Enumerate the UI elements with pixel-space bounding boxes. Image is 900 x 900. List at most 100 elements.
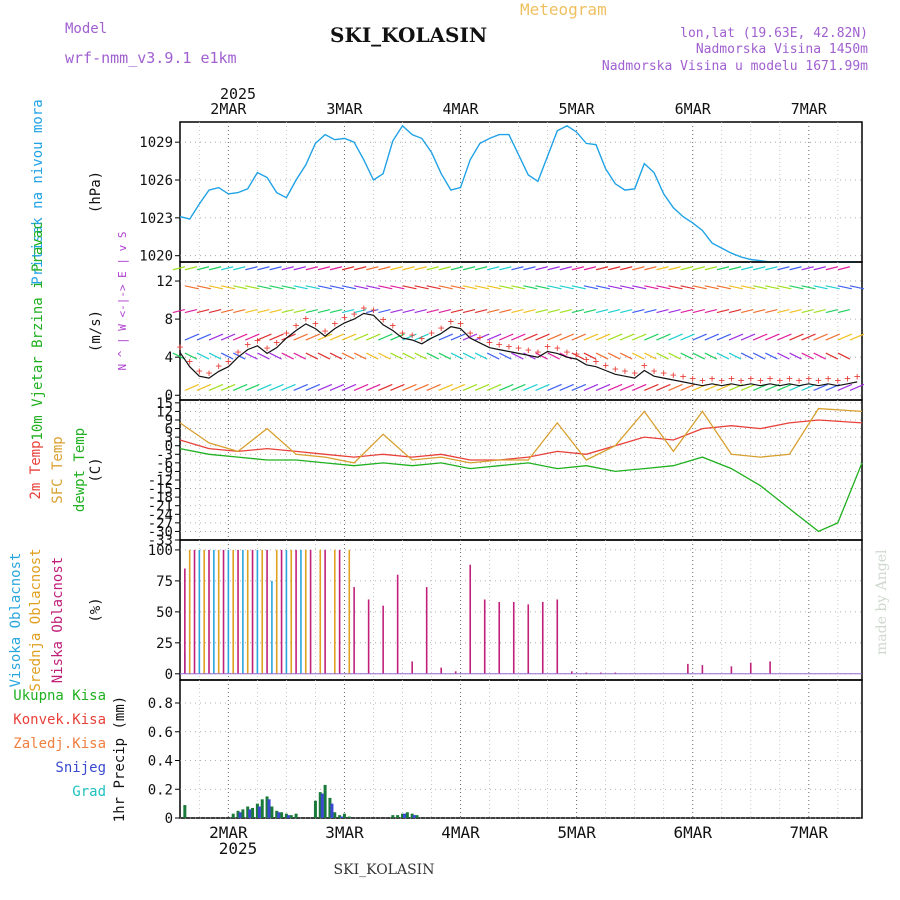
precip-bar <box>318 792 322 818</box>
wind-arrow <box>172 309 185 314</box>
y-tick-label: -9 <box>156 464 173 480</box>
wind-arrow <box>208 309 222 314</box>
wind-arrow <box>632 285 647 290</box>
gust-marker: + <box>680 370 687 383</box>
gust-marker: + <box>622 364 629 377</box>
precip-bar <box>402 813 406 818</box>
wind-arrow <box>196 333 212 341</box>
wind-arrow <box>523 266 536 271</box>
gust-marker: + <box>641 359 648 372</box>
panel-wind: 0 4 8 12 (m/s) 10m Vjetar Brzina i Pravac N ^ … <box>30 221 865 441</box>
wind-arrow <box>511 383 526 392</box>
wind-arrow <box>523 309 536 314</box>
wind-arrow <box>523 285 538 290</box>
gust-marker: + <box>177 341 184 354</box>
wind-arrow <box>825 333 840 341</box>
y-tick-label: 0.2 <box>148 782 173 798</box>
panel-frame <box>179 399 863 541</box>
wind-arrow <box>716 333 732 341</box>
wind-arrow <box>801 383 816 392</box>
wind-arrow <box>668 266 681 271</box>
gust-marker: + <box>409 328 416 341</box>
gust-marker: + <box>486 336 493 349</box>
wind-arrow <box>680 383 695 392</box>
gust-marker: + <box>825 372 832 385</box>
gust-marker: + <box>835 374 842 387</box>
wind-arrow <box>378 285 393 290</box>
wind-arrow <box>692 309 705 314</box>
gust-marker: + <box>331 317 338 330</box>
precip-unit-label: 1hr Precip (mm) <box>112 696 128 822</box>
wind-arrow <box>801 285 816 290</box>
wind-arrow <box>583 333 599 341</box>
wind-arrow <box>765 309 778 314</box>
wind-arrow <box>353 333 369 341</box>
wind-arrow <box>559 383 574 392</box>
precip-bar <box>241 809 245 818</box>
gust-marker: + <box>796 374 803 387</box>
wind-arrow <box>740 383 756 392</box>
wind-arrow <box>208 266 222 271</box>
wind-arrow <box>765 352 778 360</box>
wind-arrow <box>220 383 236 392</box>
wind-arrow <box>547 352 560 360</box>
wind-arrow <box>716 383 732 392</box>
wind-arrow <box>317 309 331 314</box>
wind-arrow <box>354 266 367 271</box>
wind-arrow <box>402 352 415 360</box>
wind-arrow <box>728 309 742 314</box>
wind-arrow <box>535 333 550 341</box>
wind-arrow <box>293 352 307 360</box>
wind-arrow <box>608 309 621 314</box>
gust-marker: + <box>854 370 861 383</box>
wind-arrow <box>172 352 186 360</box>
gust-marker: + <box>815 374 822 387</box>
wind-arrow <box>595 352 609 360</box>
wind-arrow <box>257 352 270 360</box>
wind-arrow <box>607 333 623 341</box>
precip-bar <box>320 793 324 818</box>
wind-arrow <box>680 266 693 271</box>
gust-marker: + <box>738 374 745 387</box>
cloud-low-label: Niska Oblacnost <box>50 557 66 683</box>
wind-arrow <box>704 266 718 271</box>
gust-marker: + <box>631 366 638 379</box>
gust-marker: + <box>583 353 590 366</box>
wind-arrow <box>608 266 621 271</box>
station-title: SKI_KOLASIN <box>330 23 487 47</box>
wind-arrow <box>366 285 381 290</box>
gust-marker: + <box>225 355 232 368</box>
y-tick-label: -12 <box>148 473 173 489</box>
wind-arrow <box>438 309 452 314</box>
wind-arrow <box>232 383 248 392</box>
y-tick-label: 12 <box>156 404 173 420</box>
precip-bar <box>323 784 327 818</box>
gust-marker: + <box>660 366 667 379</box>
wind-arrow <box>305 352 319 360</box>
wind-arrow <box>257 266 270 271</box>
wind-arrow <box>366 352 379 360</box>
wind-arrow <box>257 383 272 392</box>
wind-arrow <box>233 309 246 314</box>
y-tick-label: 0 <box>165 811 173 827</box>
wind-arrow <box>245 333 260 341</box>
y-tick-label: 0.6 <box>148 725 173 741</box>
wind-arrow <box>789 285 804 290</box>
y-tick-label: 1020 <box>139 249 173 265</box>
precip-bar <box>286 815 290 818</box>
wind-arrow <box>269 309 282 314</box>
wind-arrow <box>257 285 272 290</box>
temp2m-line <box>179 419 863 461</box>
wind-arrow <box>777 266 790 271</box>
gust-marker: + <box>380 313 387 326</box>
wind-arrow <box>644 333 659 341</box>
y-tick-label: -24 <box>148 507 173 523</box>
wind-arrow <box>486 383 502 392</box>
wind-arrow <box>341 383 357 392</box>
wind-arrow <box>305 383 320 392</box>
wind-arrow <box>644 309 657 314</box>
wind-arrow <box>402 266 415 271</box>
wind-arrow <box>365 333 381 341</box>
gust-marker: + <box>370 304 377 317</box>
wind-speed-line <box>179 312 858 387</box>
